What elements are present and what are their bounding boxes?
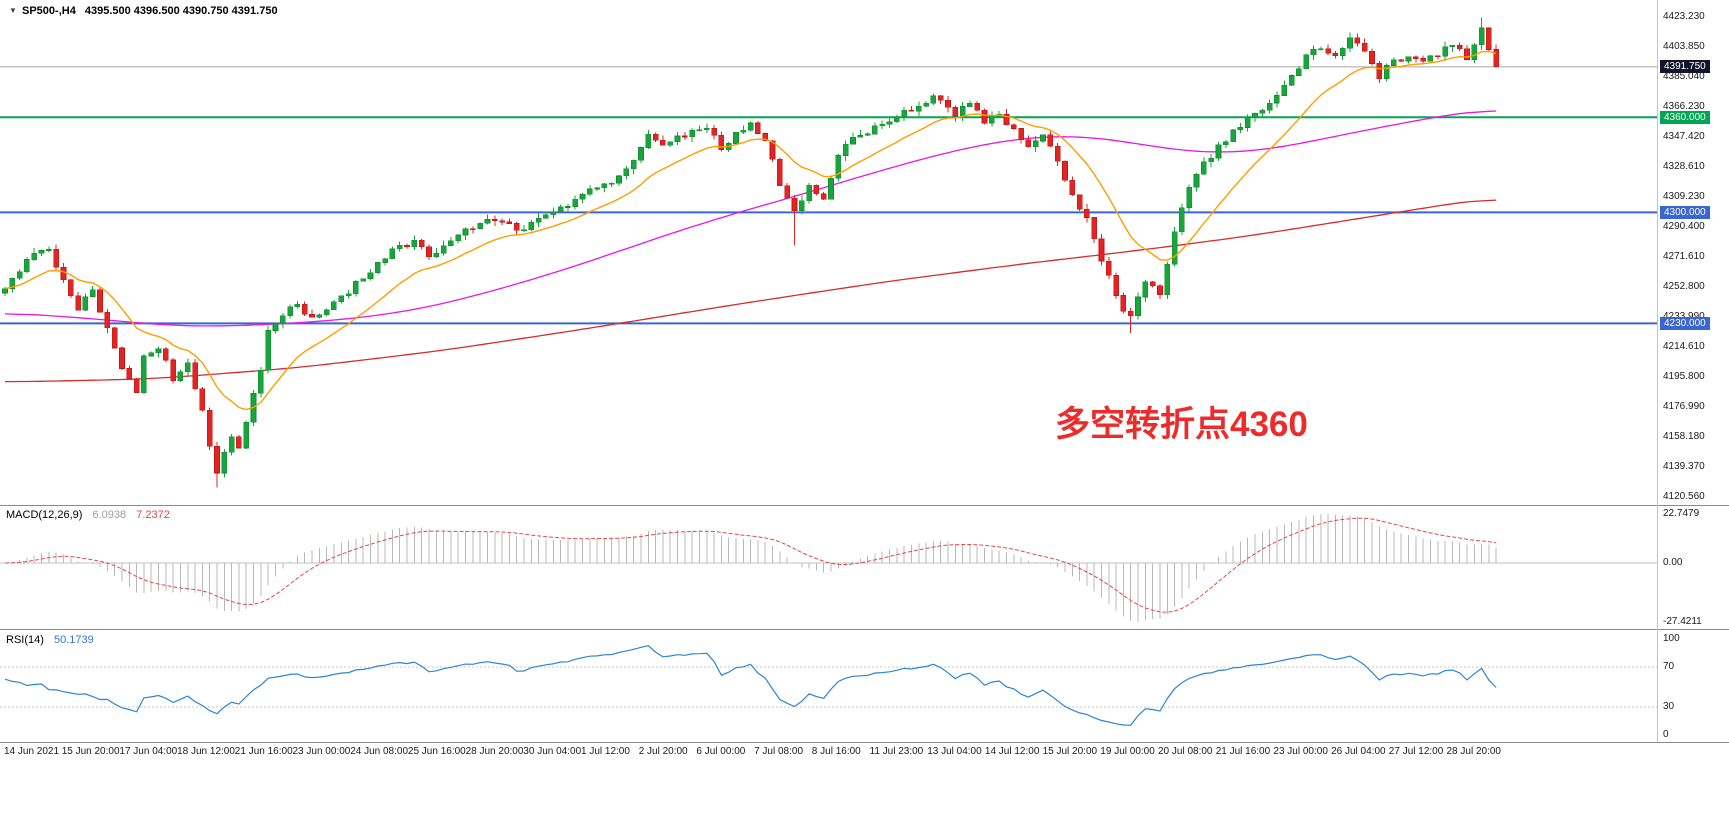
price-tick: 4139.370 bbox=[1663, 461, 1705, 472]
ma-slow-line[interactable] bbox=[5, 199, 1497, 383]
panel-separator[interactable] bbox=[0, 505, 1729, 506]
time-axis-label: 27 Jul 12:00 bbox=[1388, 746, 1444, 757]
price-tick: 4214.610 bbox=[1663, 341, 1705, 352]
time-axis-label: 6 Jul 00:00 bbox=[696, 746, 746, 757]
time-axis-label: 30 Jun 04:00 bbox=[523, 746, 582, 757]
ma-mid-line[interactable] bbox=[4, 110, 1497, 327]
macd-histogram bbox=[11, 514, 1497, 622]
price-tick: 4328.610 bbox=[1663, 161, 1705, 172]
panel-separator[interactable] bbox=[0, 629, 1729, 630]
rsi-tick: 100 bbox=[1663, 633, 1680, 644]
rsi-label: RSI(14) bbox=[6, 634, 44, 646]
time-axis-label: 11 Jul 23:00 bbox=[869, 746, 924, 757]
time-axis-label: 21 Jun 16:00 bbox=[234, 746, 293, 757]
price-level-badge-4300.000: 4300.000 bbox=[1660, 205, 1710, 219]
time-axis-label: 14 Jul 12:00 bbox=[984, 746, 1040, 757]
rsi-tick: 70 bbox=[1663, 661, 1675, 672]
time-axis-label: 17 Jun 04:00 bbox=[119, 746, 178, 757]
time-axis-label: 15 Jun 20:00 bbox=[61, 746, 120, 757]
macd-main-value: 6.0938 bbox=[92, 509, 127, 521]
time-axis-label: 28 Jun 20:00 bbox=[465, 746, 524, 757]
time-axis-label: 15 Jul 20:00 bbox=[1042, 746, 1098, 757]
macd-canvas[interactable] bbox=[0, 506, 1657, 629]
time-axis-label: 18 Jun 12:00 bbox=[177, 746, 235, 757]
macd-label: MACD(12,26,9) bbox=[6, 509, 83, 521]
time-axis-label: 14 Jun 2021 bbox=[4, 746, 60, 757]
time-axis-label: 23 Jul 00:00 bbox=[1273, 746, 1328, 757]
macd-tick: -27.4211 bbox=[1663, 616, 1702, 627]
candles-layer bbox=[2, 17, 1499, 488]
main-chart-canvas[interactable] bbox=[0, 0, 1657, 505]
panel-separator bbox=[0, 742, 1729, 743]
price-axis-separator bbox=[1657, 0, 1658, 742]
price-level-badge-4230.000: 4230.000 bbox=[1660, 316, 1710, 330]
time-axis-label: 13 Jul 04:00 bbox=[927, 746, 982, 757]
macd-signal-value: 7.2372 bbox=[136, 509, 170, 521]
price-tick: 4403.850 bbox=[1663, 41, 1705, 52]
time-axis-label: 8 Jul 16:00 bbox=[811, 746, 861, 757]
price-tick: 4290.400 bbox=[1663, 221, 1705, 232]
ma-fast-line[interactable] bbox=[4, 50, 1497, 411]
price-tick: 4423.230 bbox=[1663, 11, 1705, 22]
macd-tick: 22.7479 bbox=[1663, 508, 1700, 519]
ohlc-quote: 4395.500 4396.500 4390.750 4391.750 bbox=[84, 5, 278, 17]
symbol-timeframe-label: SP500-,H4 bbox=[22, 5, 76, 17]
price-tick: 4158.180 bbox=[1663, 431, 1705, 442]
rsi-canvas[interactable] bbox=[0, 631, 1657, 742]
price-tick: 4120.560 bbox=[1663, 491, 1705, 502]
price-tick: 4271.610 bbox=[1663, 251, 1705, 262]
price-tick: 4233.990 bbox=[1663, 311, 1705, 323]
time-axis-label: 19 Jul 00:00 bbox=[1100, 746, 1155, 757]
rsi-tick: 30 bbox=[1663, 701, 1675, 712]
price-tick: 4176.990 bbox=[1663, 401, 1705, 412]
rsi-value: 50.1739 bbox=[53, 634, 94, 646]
time-axis-label: 24 Jun 08:00 bbox=[350, 746, 409, 757]
price-tick: 4309.230 bbox=[1663, 191, 1705, 202]
time-axis-label: 2 Jul 20:00 bbox=[638, 746, 688, 757]
price-tick: 4347.420 bbox=[1663, 131, 1705, 142]
symbol-marker-icon[interactable]: ▼ bbox=[9, 6, 17, 15]
price-tick: 4195.800 bbox=[1663, 371, 1705, 382]
rsi-header: RSI(14) 50.1739 bbox=[6, 634, 94, 646]
time-axis-label: 7 Jul 08:00 bbox=[754, 746, 804, 757]
price-level-badge-4360.000: 4360.000 bbox=[1660, 110, 1710, 124]
macd-header: MACD(12,26,9) 6.0938 7.2372 bbox=[6, 509, 170, 521]
time-axis-label: 25 Jun 16:00 bbox=[407, 746, 466, 757]
rsi-line bbox=[4, 645, 1497, 726]
chart-title: SP500-,H4 4395.500 4396.500 4390.750 439… bbox=[22, 5, 278, 17]
time-axis-label: 21 Jul 16:00 bbox=[1215, 746, 1271, 757]
rsi-tick: 0 bbox=[1663, 729, 1669, 740]
price-tick: 4252.800 bbox=[1663, 281, 1705, 292]
time-axis-label: 1 Jul 12:00 bbox=[581, 746, 630, 757]
time-axis-label: 26 Jul 04:00 bbox=[1331, 746, 1386, 757]
macd-signal-line bbox=[4, 517, 1497, 613]
price-tick: 4366.230 bbox=[1663, 101, 1705, 112]
time-axis-label: 20 Jul 08:00 bbox=[1158, 746, 1213, 757]
price-tick: 4385.040 bbox=[1663, 71, 1705, 82]
macd-tick: 0.00 bbox=[1663, 556, 1683, 568]
trend-annotation[interactable]: 多空转折点4360 bbox=[1055, 405, 1308, 444]
time-axis-label: 23 Jun 00:00 bbox=[292, 746, 351, 757]
time-axis-label: 28 Jul 20:00 bbox=[1446, 746, 1502, 757]
price-level-badge-4391.750: 4391.750 bbox=[1660, 60, 1710, 74]
